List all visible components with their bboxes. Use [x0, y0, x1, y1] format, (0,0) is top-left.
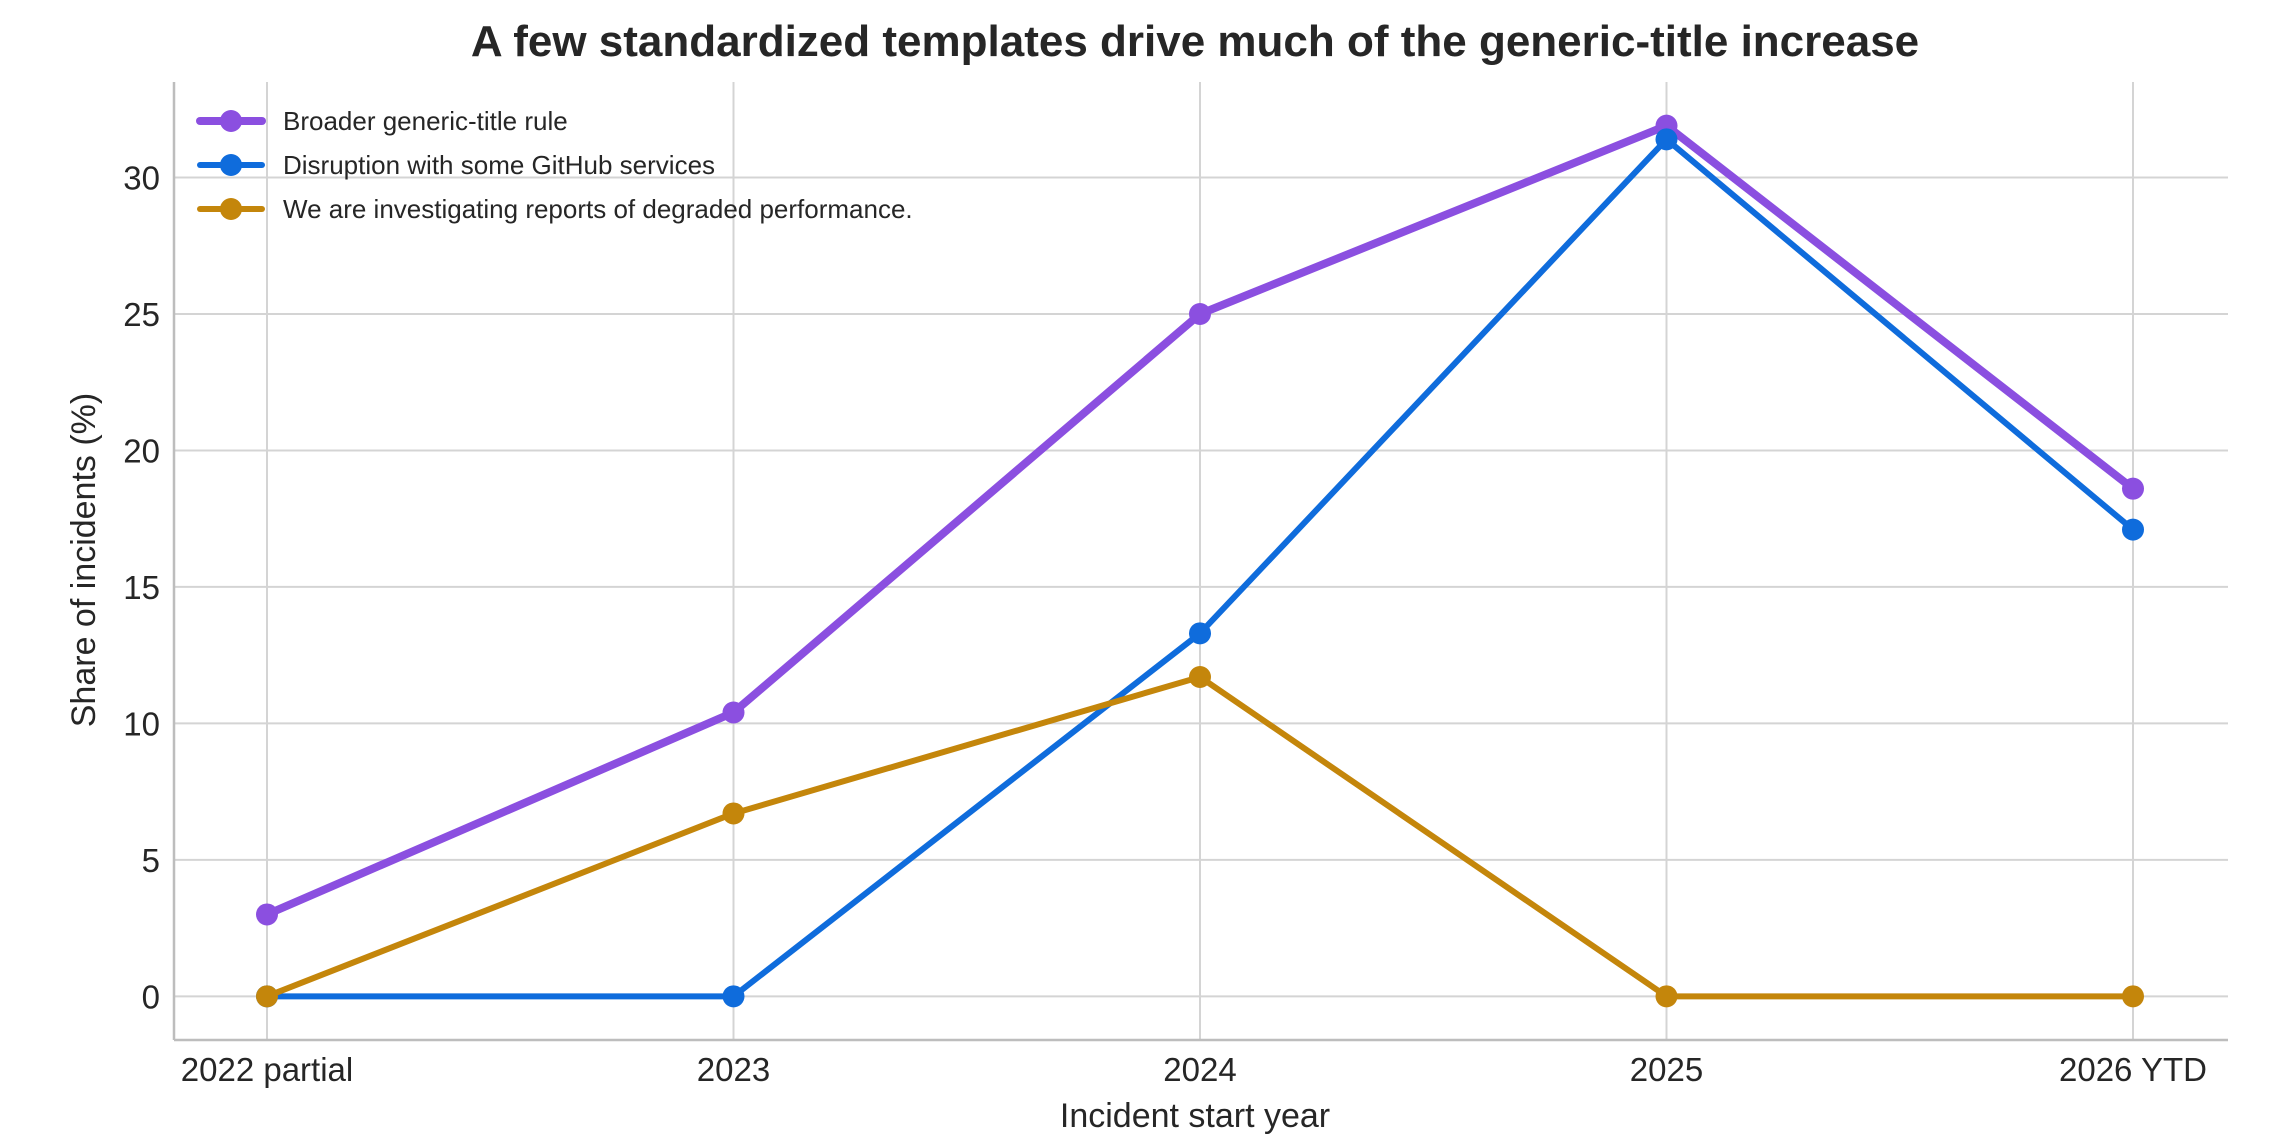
legend-entry-3: We are investigating reports of degraded… [197, 194, 913, 224]
chart-title: A few standardized templates drive much … [471, 17, 1919, 66]
legend-entry-1: Broader generic-title rule [196, 106, 568, 136]
data-point [1655, 128, 1678, 151]
legend-marker [220, 198, 242, 220]
x-tick-label: 2023 [697, 1051, 770, 1088]
x-tick-label: 2025 [1630, 1051, 1703, 1088]
data-series [256, 114, 2144, 1008]
y-tick-label: 20 [123, 432, 160, 469]
x-axis-label: Incident start year [1060, 1097, 1330, 1135]
y-tick-label: 15 [123, 569, 160, 606]
grid-lines [174, 82, 2228, 1040]
data-point [2122, 985, 2144, 1008]
legend-label: Disruption with some GitHub services [283, 150, 715, 180]
data-point [1189, 665, 1211, 688]
data-point [2122, 477, 2144, 500]
legend-marker [220, 110, 242, 132]
data-point [256, 985, 278, 1008]
data-point [256, 903, 278, 926]
legend: Broader generic-title rule Disruption wit… [196, 106, 913, 224]
y-tick-label: 5 [142, 842, 160, 879]
series-3 [256, 665, 2144, 1008]
y-axis-label: Share of incidents (%) [65, 393, 103, 728]
data-point [1189, 302, 1211, 325]
data-point [722, 985, 745, 1008]
legend-label: Broader generic-title rule [283, 106, 568, 136]
data-point [1189, 622, 1211, 645]
y-tick-label: 25 [123, 296, 160, 333]
legend-marker [220, 154, 242, 176]
data-point [722, 701, 745, 724]
data-point [1655, 985, 1678, 1008]
data-point [2122, 518, 2144, 541]
y-tick-label: 30 [123, 160, 160, 197]
x-tick-label: 2024 [1163, 1051, 1236, 1088]
legend-entry-2: Disruption with some GitHub services [197, 150, 715, 180]
legend-label: We are investigating reports of degraded… [283, 194, 913, 224]
y-tick-label: 0 [142, 978, 160, 1015]
axes-spines [172, 82, 2228, 1042]
x-tick-label: 2022 partial [181, 1051, 353, 1088]
x-tick-label: 2026 YTD [2059, 1051, 2207, 1088]
data-point [722, 802, 745, 825]
y-tick-label: 10 [123, 705, 160, 742]
